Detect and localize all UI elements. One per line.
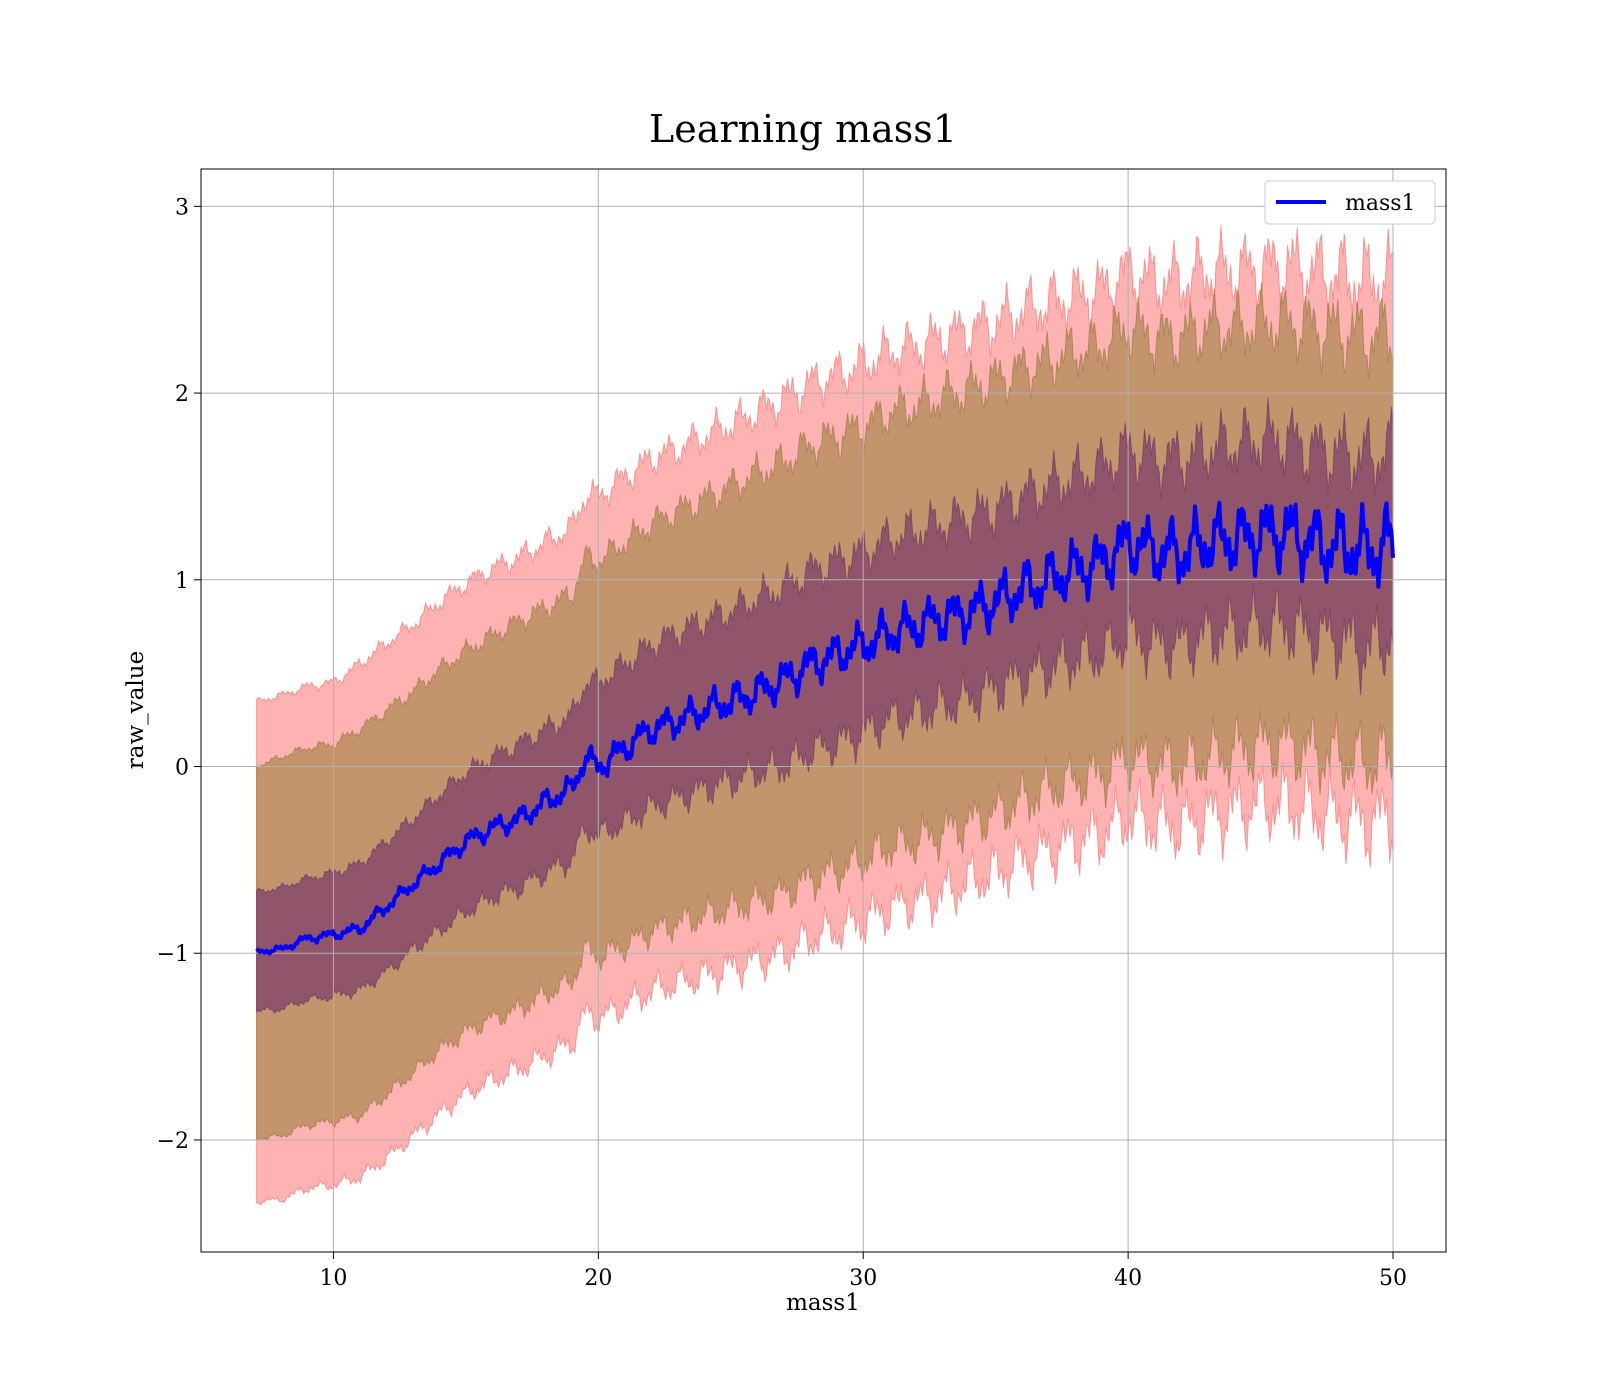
x-tick-label: 10 [319,1266,347,1291]
legend: mass1 [1264,180,1436,225]
y-tick-label: −2 [157,1129,189,1154]
y-tick-label: 3 [175,195,189,220]
y-axis-label: raw_value [123,651,149,769]
confidence-bands [256,225,1394,1206]
x-axis-label: mass1 [786,1290,860,1316]
legend-box [1264,180,1436,225]
x-tick-label: 20 [584,1266,612,1291]
plot-frame [200,168,1447,1253]
x-tick-label: 40 [1114,1266,1142,1291]
y-tick-label: 1 [175,569,189,594]
chart-title: Learning mass1 [649,107,957,151]
legend-label-mass1: mass1 [1345,191,1416,216]
y-tick-label: −1 [157,942,189,967]
x-tick-label: 50 [1379,1266,1407,1291]
y-axis-ticks: −2 −1 0 1 2 3 [157,195,201,1154]
y-tick-label: 0 [175,756,189,781]
x-tick-label: 30 [849,1266,877,1291]
x-axis-ticks: 10 20 30 40 50 [319,1252,1407,1291]
grid-lines [201,169,1446,1252]
y-tick-label: 2 [175,382,189,407]
series-line-mass1 [255,500,1395,956]
